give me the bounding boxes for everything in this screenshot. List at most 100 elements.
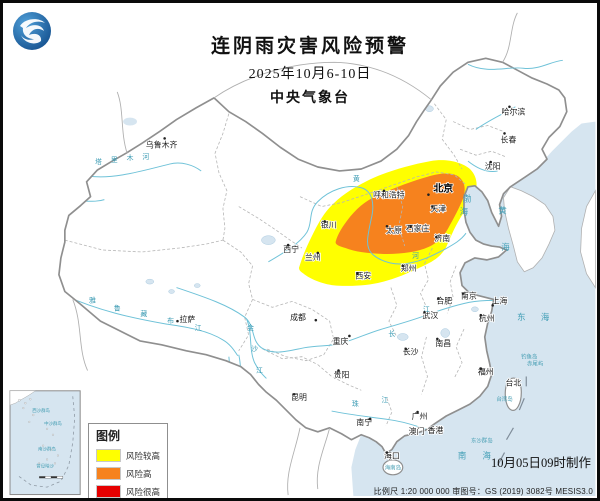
city-dot [479,367,483,370]
map-label: 西宁 [283,244,299,254]
nine-dash-line [497,376,527,466]
map-label: 合肥 [436,295,452,305]
map-label: 呼和浩特 [373,190,405,200]
city-dot [176,319,179,323]
map-label: 金 [247,323,254,332]
map-label: 南宁 [356,417,372,427]
city-dot [431,205,434,208]
map-label: 藏 [140,309,147,318]
map-label: 贵阳 [334,369,350,379]
map-label: 济南 [434,233,450,243]
map-label: 赤尾屿 [527,360,544,368]
lakes [145,105,479,341]
map-label: 北京 [433,182,453,195]
map-date-range: 2025年10月6-10日 [248,67,372,82]
hainan-island [382,459,404,476]
city-dot [323,220,326,223]
map-label: 江 [195,324,202,332]
map-label: 太原 [386,225,402,235]
rivers [62,106,516,431]
map-label: 西沙群岛 [32,407,50,414]
map-label: 江 [256,367,263,375]
legend-row: 风险高 [96,467,167,480]
city-dot [423,310,426,314]
map-label: 香港 [427,425,443,435]
map-label: 南沙群岛 [38,446,56,453]
map-label: 银川 [321,219,337,229]
map-label: 江 [423,305,430,313]
map-label: 塔 [95,157,102,166]
city-dot [461,292,465,295]
map-label: 里 [111,156,118,164]
legend-title: 图例 [96,429,121,443]
map-label: 中沙群岛 [44,420,62,427]
amur-river [467,59,563,70]
city-dot [404,347,408,351]
japan-landmass [580,189,596,289]
legend-label: 风险很高 [126,486,161,497]
map-label: 重庆 [333,336,349,346]
map-label: 东 [517,312,525,322]
city-dot [292,392,296,396]
map-label: 江 [382,396,389,404]
map-agency: 中央气象台 [270,91,350,106]
map-label: 南昌 [435,338,451,348]
taiwan-island [504,377,522,411]
map-label: 海口 [384,450,400,460]
issued-time: 10月05日09时制作 [490,456,591,470]
map-label: 东沙群岛 [471,437,493,445]
city-dot [409,225,412,228]
map-label: 长春 [501,134,517,144]
map-label: 西安 [355,271,371,281]
map-label: 哈尔滨 [502,107,526,117]
map-label: 沈阳 [485,161,501,171]
city-dot [416,410,419,414]
map-label: 海 [501,242,510,252]
city-dot [286,243,290,247]
map-label: 海 [541,312,550,322]
city-dot [382,189,386,193]
map-label: 曾母暗沙 [36,462,54,469]
city-dot [337,369,340,372]
map-label: 海 [460,206,469,216]
map-label: 木 [127,153,134,162]
legend: 图例 风险较高 风险高 风险很高 [88,423,168,498]
map-label: 布 [167,316,174,325]
foreign-lake [123,117,137,126]
map-label: 海南岛 [385,463,401,471]
map-title: 连阴雨灾害风险预警 [210,36,409,57]
city-dot [489,160,492,164]
map-label: 南 [458,450,466,460]
map-label: 上海 [492,295,508,305]
map-label: 台北 [506,377,522,387]
city-dot [427,193,430,196]
map-label: 台湾岛 [496,395,512,403]
city-dot [491,304,494,307]
map-label: 天津 [430,203,446,213]
city-dot [479,313,483,317]
city-dot [436,337,439,341]
city-dot [437,297,440,300]
map-label: 澳门 [409,426,425,436]
city-dot [508,105,511,109]
map-label: 郑州 [401,263,417,273]
city-dot [356,272,359,276]
legend-swatch-medium [96,449,121,462]
map-label: 河 [412,252,419,260]
legend-row: 风险很高 [96,485,167,498]
map-label: 乌鲁木齐 [146,139,178,149]
city-dot [435,235,438,239]
map-label: 珠 [352,399,359,408]
map-label: 渤 [463,194,471,204]
islands [382,377,522,476]
cma-logo-icon [13,12,51,50]
city-dot [316,251,320,255]
map-label: 广州 [412,411,428,421]
map-label: 河 [142,153,149,161]
map-label: 钓鱼岛 [521,353,537,361]
city-dot [385,451,389,454]
city-dot [163,137,166,140]
legend-row: 风险较高 [96,449,167,462]
map-label: 兰州 [305,252,321,262]
map-label: 黄 [498,205,506,215]
